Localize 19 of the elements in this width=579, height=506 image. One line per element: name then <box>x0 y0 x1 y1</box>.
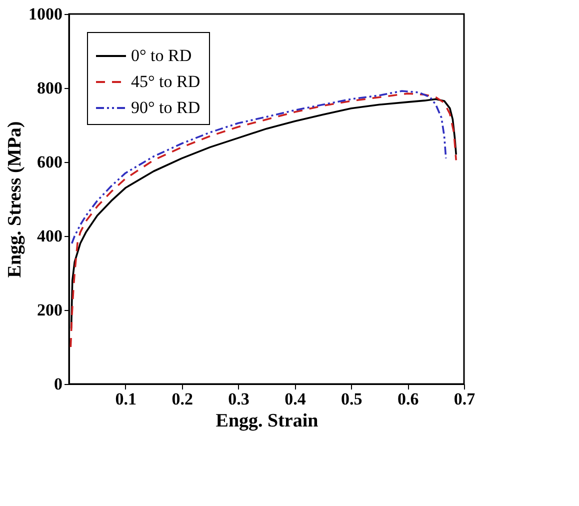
y-tick-label: 400 <box>37 226 62 246</box>
y-tick-label: 0 <box>54 374 62 394</box>
x-tick-label: 0.7 <box>454 390 476 408</box>
y-tick-label: 600 <box>37 152 62 172</box>
x-axis-title: Engg. Strain <box>216 410 319 432</box>
y-axis-title: Engg. Stress (MPa) <box>4 121 26 278</box>
legend-label: 45° to RD <box>131 72 200 91</box>
x-tick-label: 0.1 <box>115 390 137 408</box>
line-series <box>70 90 447 244</box>
x-tick-label: 0.4 <box>284 390 306 408</box>
legend-label: 0° to RD <box>131 46 192 65</box>
y-tick-label: 200 <box>37 300 62 320</box>
x-tick-label: 0.2 <box>172 390 193 408</box>
y-tick-label: 1000 <box>28 4 62 24</box>
legend-label: 90° to RD <box>131 98 200 117</box>
x-tick-label: 0.5 <box>341 390 362 408</box>
y-tick-label: 800 <box>37 78 62 98</box>
x-tick-label: 0.6 <box>397 390 419 408</box>
x-tick-label: 0.3 <box>228 390 250 408</box>
